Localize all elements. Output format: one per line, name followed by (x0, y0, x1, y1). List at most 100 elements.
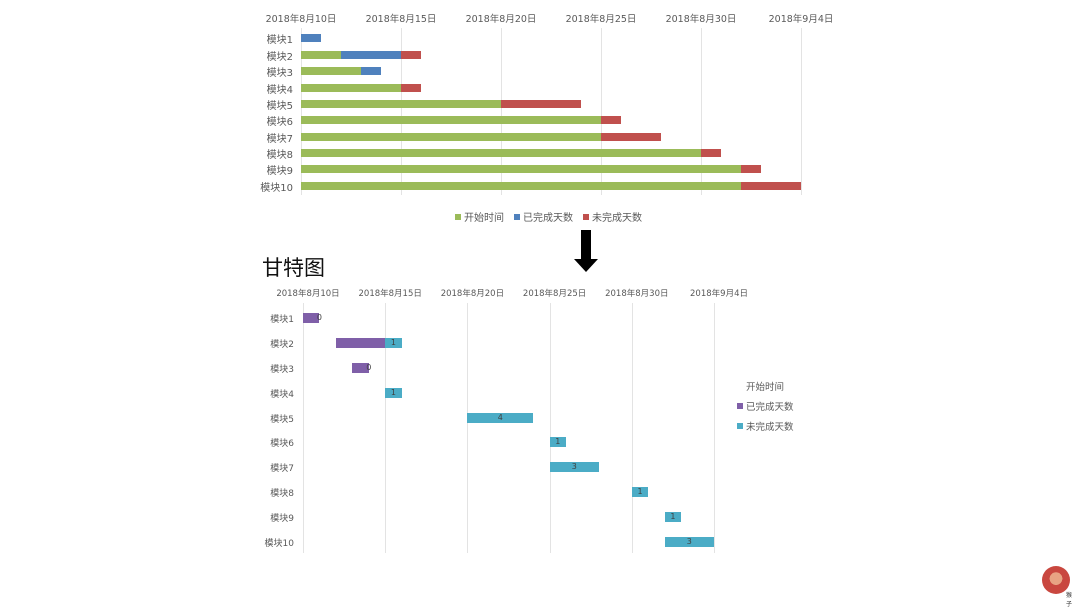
row-label: 模块6 (270, 439, 294, 449)
gantt-chart-title: 甘特图 (262, 256, 325, 280)
gridline (501, 28, 502, 195)
bar-segment (601, 133, 661, 141)
bar-segment (301, 165, 741, 173)
completed-bar (335, 338, 386, 348)
row-label: 模块5 (270, 415, 294, 425)
completed-bar (352, 363, 369, 373)
x-tick-label: 2018年9月4日 (690, 289, 748, 299)
remaining-bar: 1 (631, 487, 649, 497)
bar-segment (501, 100, 581, 108)
legend-item: 未完成天数 (737, 419, 794, 433)
x-tick-label: 2018年8月15日 (365, 14, 437, 25)
data-label: 0 (316, 313, 322, 322)
legend-label: 已完成天数 (746, 402, 794, 413)
row-label: 模块3 (266, 68, 293, 79)
logo-text: 猴子 (1066, 592, 1073, 608)
bar-segment (301, 100, 501, 108)
legend-label: 开始时间 (746, 382, 785, 393)
data-label: 0 (366, 363, 372, 372)
gridline (301, 28, 302, 195)
remaining-bar: 1 (385, 338, 402, 348)
remaining-bar: 3 (664, 537, 714, 547)
bar-segment (301, 51, 341, 59)
row-label: 模块9 (270, 514, 294, 524)
bar-segment (301, 84, 401, 92)
legend-label: 未完成天数 (592, 213, 642, 224)
legend-label: 未完成天数 (746, 422, 794, 433)
bar-segment (301, 116, 601, 124)
remaining-bar: 1 (664, 512, 682, 522)
row-label: 模块5 (266, 101, 293, 112)
row-label: 模块2 (270, 340, 294, 350)
bar-segment (301, 34, 321, 42)
row-label: 模块4 (270, 390, 294, 400)
row-label: 模块2 (266, 52, 293, 63)
row-label: 模块8 (266, 150, 293, 161)
legend-item: 开始时间 (737, 379, 794, 393)
bar-segment (341, 51, 401, 59)
gridline (631, 303, 633, 553)
bar-segment (741, 182, 801, 190)
gridline (303, 303, 304, 553)
legend-swatch (514, 213, 520, 220)
row-label: 模块7 (266, 134, 293, 145)
gridline (401, 28, 402, 195)
bar-segment (361, 67, 381, 75)
bar-segment (741, 165, 761, 173)
bar-segment (401, 51, 421, 59)
down-arrow-icon (574, 230, 598, 272)
completed-bar (303, 313, 320, 323)
x-tick-label: 2018年8月20日 (440, 289, 505, 299)
gridline (549, 303, 551, 553)
gridline (601, 28, 602, 195)
row-label: 模块8 (270, 489, 294, 499)
monkey-face-icon (1042, 566, 1070, 594)
remaining-bar: 3 (549, 462, 599, 472)
legend-item: 开始时间 (455, 209, 504, 224)
gridline (801, 28, 802, 195)
bar-segment (601, 116, 621, 124)
row-label: 模块10 (264, 539, 294, 549)
top-chart-legend: 开始时间 已完成天数 未完成天数 (455, 209, 642, 224)
x-tick-label: 2018年8月15日 (358, 289, 422, 299)
monkey-logo: 猴子 (1042, 566, 1076, 608)
x-tick-label: 2018年8月10日 (276, 289, 340, 299)
row-label: 模块1 (270, 315, 294, 325)
remaining-bar: 1 (385, 388, 402, 398)
legend-item: 已完成天数 (737, 399, 794, 413)
legend-swatch (583, 213, 589, 220)
row-label: 模块3 (270, 365, 294, 375)
row-label: 模块9 (266, 166, 293, 177)
legend-label: 开始时间 (464, 213, 504, 224)
legend-swatch (737, 423, 743, 429)
gantt-legend: 开始时间已完成天数未完成天数 (737, 379, 794, 433)
x-tick-label: 2018年8月20日 (465, 14, 537, 25)
remaining-bar: 4 (467, 413, 534, 423)
x-tick-label: 2018年8月10日 (265, 14, 337, 25)
bar-segment (301, 67, 361, 75)
row-label: 模块1 (266, 35, 293, 46)
x-tick-label: 2018年8月25日 (522, 289, 587, 299)
legend-swatch (455, 213, 461, 220)
legend-label: 已完成天数 (523, 213, 573, 224)
gridline (714, 303, 715, 553)
row-label: 模块7 (270, 464, 294, 474)
legend-item: 未完成天数 (583, 209, 642, 224)
gridline (701, 28, 702, 195)
row-label: 模块10 (260, 183, 293, 194)
x-tick-label: 2018年8月30日 (665, 14, 737, 25)
x-tick-label: 2018年8月25日 (565, 14, 637, 25)
x-tick-label: 2018年8月30日 (605, 289, 669, 299)
bar-segment (701, 149, 721, 157)
bar-segment (401, 84, 421, 92)
legend-item: 已完成天数 (514, 209, 573, 224)
gridline (467, 303, 469, 553)
bar-segment (301, 182, 741, 190)
bar-segment (301, 133, 601, 141)
remaining-bar: 1 (549, 437, 567, 447)
row-label: 模块6 (266, 117, 293, 128)
legend-swatch (737, 383, 743, 389)
row-label: 模块4 (266, 85, 293, 96)
gridline (385, 303, 387, 553)
bar-segment (301, 149, 701, 157)
